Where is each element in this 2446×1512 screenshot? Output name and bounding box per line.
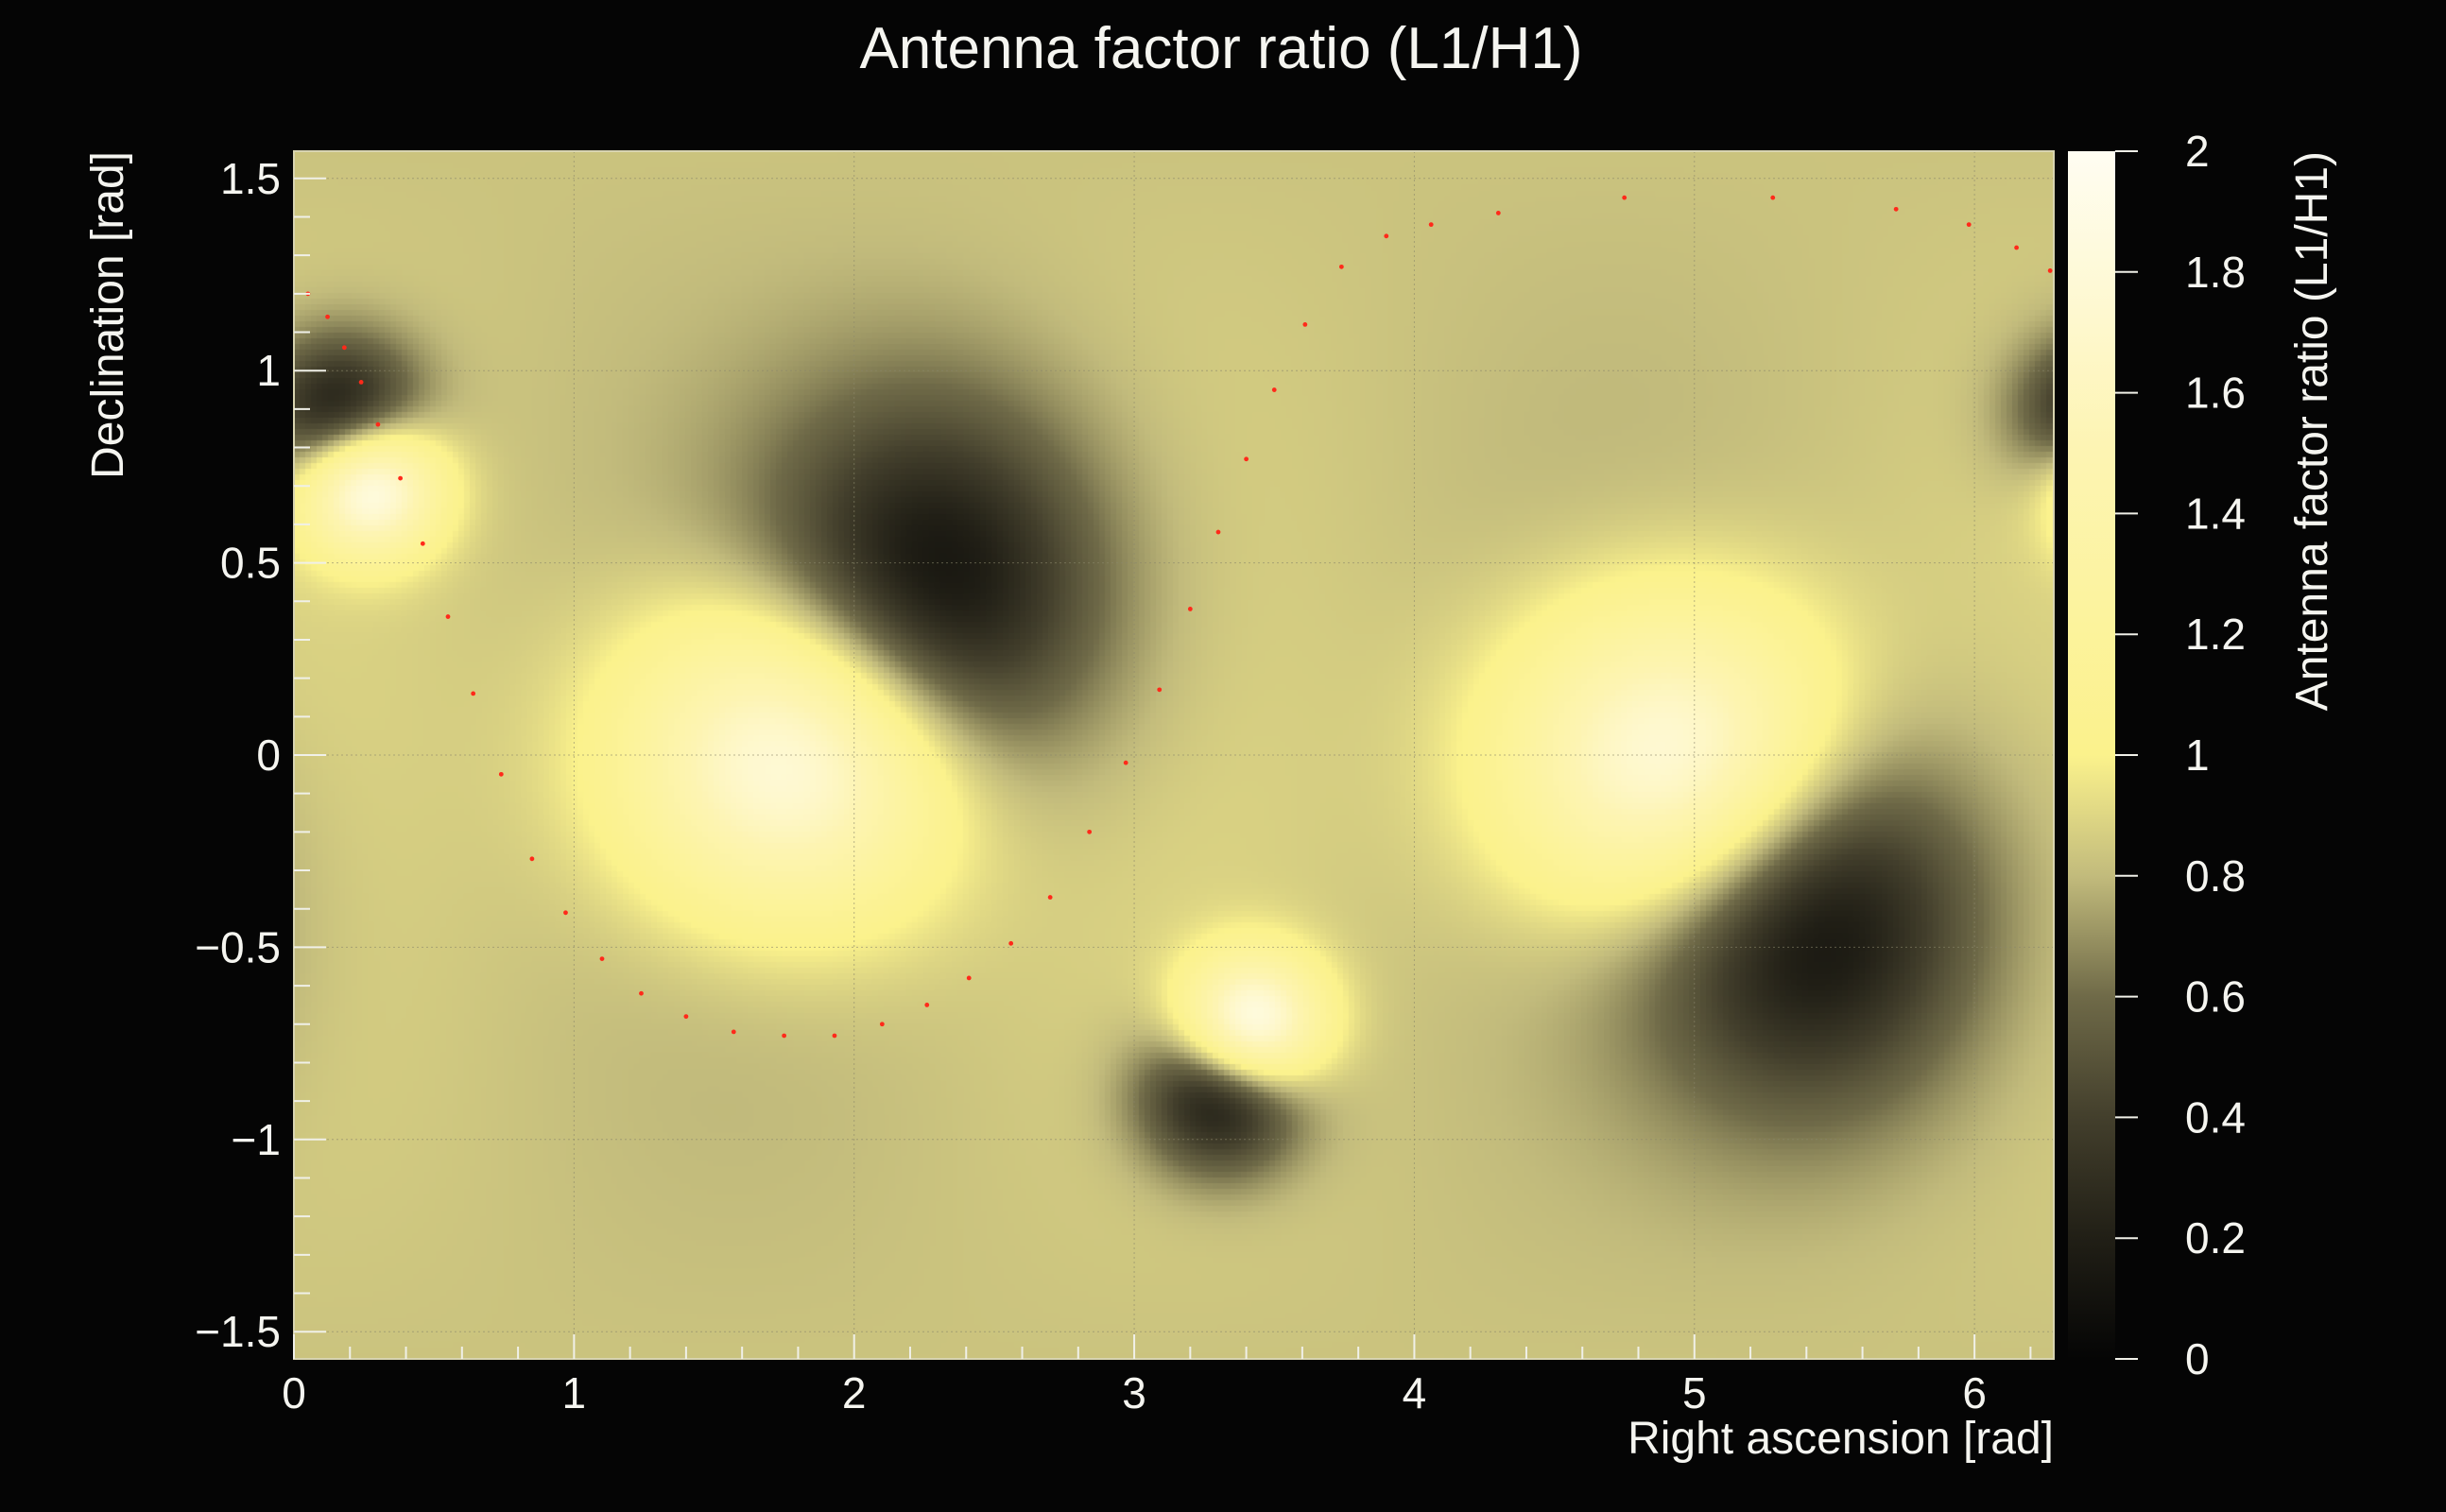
overlay-point (325, 314, 330, 319)
overlay-point (966, 975, 972, 981)
colorbar-tick-label: 0 (2185, 1334, 2210, 1383)
overlay-point (1302, 321, 1308, 327)
colorbar-tick-label: 1.2 (2185, 610, 2246, 659)
colorbar-tick-label: 2 (2185, 127, 2210, 176)
y-tick-label: 0.5 (220, 539, 281, 588)
overlay-point (445, 614, 451, 619)
colorbar-axis: 0 0.2 0.4 0.6 0.8 1 1.2 1.4 1.6 1.8 2 (2115, 127, 2246, 1383)
overlay-point (1893, 206, 1899, 212)
overlay-point (398, 475, 404, 481)
overlay-point (1384, 233, 1389, 239)
overlay-point (375, 421, 381, 427)
overlay-point (599, 956, 605, 962)
overlay-point (420, 541, 425, 546)
x-axis: 0 1 2 3 4 5 6 (282, 1334, 2032, 1418)
colorbar-tick-label: 0.6 (2185, 972, 2246, 1022)
colorbar-tick-label: 1.4 (2185, 489, 2246, 538)
overlay-point (341, 345, 347, 351)
colorbar-tick-label: 1 (2185, 730, 2210, 780)
overlay-point (1338, 264, 1344, 269)
overlay-point (639, 990, 644, 996)
overlay-point (1271, 387, 1277, 392)
overlay-point (471, 691, 476, 696)
overlay-point (683, 1014, 689, 1020)
y-axis-title: Declination [rad] (83, 151, 133, 479)
overlay-point (1495, 211, 1501, 215)
x-tick-label: 4 (1403, 1368, 1427, 1418)
grid (294, 151, 2054, 1359)
colorbar-tick-label: 0.4 (2185, 1092, 2246, 1142)
y-tick-label: 1.5 (220, 154, 281, 203)
overlay-point (529, 856, 535, 862)
overlay-point (1215, 529, 1221, 535)
overlay-point (1123, 760, 1128, 765)
overlay-point (498, 771, 504, 777)
overlay-point (1157, 687, 1163, 693)
x-tick-label: 0 (282, 1368, 306, 1418)
chart-title: Antenna factor ratio (L1/H1) (859, 16, 1582, 81)
overlay-point (1966, 222, 1972, 228)
x-axis-title: Right ascension [rad] (1628, 1414, 2054, 1464)
overlay-point (1008, 940, 1014, 946)
overlay-series (305, 195, 2053, 1039)
overlay-point (1187, 607, 1193, 611)
overlay-point (1047, 895, 1053, 900)
overlay-point (1087, 829, 1093, 834)
overlay-point (2014, 245, 2019, 250)
x-tick-label: 6 (1962, 1368, 1987, 1418)
x-tick-label: 3 (1122, 1368, 1146, 1418)
overlay-point (924, 1003, 930, 1007)
colorbar-title: Antenna factor ratio (L1/H1) (2287, 151, 2337, 711)
overlay-point (731, 1029, 736, 1035)
y-tick-label: −0.5 (195, 922, 281, 971)
overlay-point (563, 910, 568, 916)
y-axis: −1.5 −1 −0.5 0 0.5 1 1.5 (195, 154, 326, 1356)
y-tick-label: −1.5 (195, 1307, 281, 1356)
colorbar-tick-label: 0.2 (2185, 1213, 2246, 1263)
overlay-point (2047, 268, 2053, 273)
x-tick-label: 1 (562, 1368, 587, 1418)
overlay-point (832, 1033, 837, 1039)
overlay-point (1622, 195, 1628, 200)
colorbar-tick-label: 1.8 (2185, 248, 2246, 297)
overlay-point (879, 1022, 885, 1027)
y-tick-label: 0 (256, 730, 281, 780)
y-tick-label: 1 (256, 346, 281, 395)
overlay-point (1770, 195, 1776, 200)
overlay-point (782, 1033, 787, 1039)
y-tick-label: −1 (232, 1115, 281, 1164)
colorbar-tick-label: 1.6 (2185, 369, 2246, 418)
overlay-point (1428, 222, 1434, 228)
colorbar-tick-label: 0.8 (2185, 851, 2246, 901)
colorbar (2068, 151, 2115, 1359)
overlay-point (358, 380, 364, 385)
x-tick-label: 2 (842, 1368, 867, 1418)
overlay-point (1244, 456, 1249, 462)
x-tick-label: 5 (1682, 1368, 1707, 1418)
